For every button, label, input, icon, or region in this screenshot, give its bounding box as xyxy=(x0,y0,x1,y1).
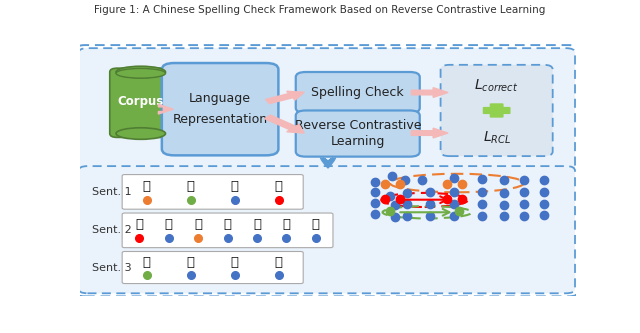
Text: 欢: 欢 xyxy=(187,179,195,192)
Text: 希: 希 xyxy=(194,218,202,231)
FancyBboxPatch shape xyxy=(79,166,575,293)
Text: 情: 情 xyxy=(230,256,239,269)
Text: Learning: Learning xyxy=(331,135,385,148)
FancyBboxPatch shape xyxy=(122,251,303,284)
Text: Sent. 1: Sent. 1 xyxy=(92,187,132,197)
Text: Sent. 3: Sent. 3 xyxy=(92,262,132,272)
Text: 察: 察 xyxy=(187,256,195,269)
Ellipse shape xyxy=(116,66,166,78)
FancyArrow shape xyxy=(412,88,448,97)
Text: 这: 这 xyxy=(282,218,291,231)
Text: $L_{correct}$: $L_{correct}$ xyxy=(474,78,519,94)
Text: 样: 样 xyxy=(312,218,320,231)
Text: 舞: 舞 xyxy=(275,179,283,192)
Text: Sent. 2: Sent. 2 xyxy=(92,225,132,235)
Text: Language: Language xyxy=(189,93,251,106)
Text: 跳: 跳 xyxy=(230,179,239,192)
Text: 是: 是 xyxy=(253,218,261,231)
FancyBboxPatch shape xyxy=(162,63,278,155)
FancyArrow shape xyxy=(264,115,304,133)
Ellipse shape xyxy=(116,68,166,78)
FancyBboxPatch shape xyxy=(122,174,303,209)
FancyArrow shape xyxy=(158,104,173,114)
FancyBboxPatch shape xyxy=(79,48,575,171)
Text: Reverse Contrastive: Reverse Contrastive xyxy=(294,119,421,132)
Text: Corpus: Corpus xyxy=(118,95,164,108)
Text: Representation: Representation xyxy=(173,113,268,126)
Text: 望: 望 xyxy=(223,218,232,231)
FancyArrow shape xyxy=(266,91,304,104)
Text: Spelling Check: Spelling Check xyxy=(312,86,404,99)
Text: 比: 比 xyxy=(164,218,173,231)
Text: 况: 况 xyxy=(275,256,283,269)
Text: 观: 观 xyxy=(143,256,150,269)
FancyBboxPatch shape xyxy=(483,107,511,114)
Text: 无: 无 xyxy=(135,218,143,231)
FancyBboxPatch shape xyxy=(440,65,553,156)
Text: $L_{RCL}$: $L_{RCL}$ xyxy=(483,129,511,146)
FancyArrow shape xyxy=(412,128,448,138)
FancyBboxPatch shape xyxy=(490,103,504,118)
FancyBboxPatch shape xyxy=(296,72,420,113)
FancyBboxPatch shape xyxy=(296,111,420,157)
Text: Figure 1: A Chinese Spelling Check Framework Based on Reverse Contrastive Learni: Figure 1: A Chinese Spelling Check Frame… xyxy=(94,5,546,15)
Text: 喜: 喜 xyxy=(143,179,150,192)
FancyBboxPatch shape xyxy=(110,68,172,138)
Ellipse shape xyxy=(116,128,166,139)
FancyBboxPatch shape xyxy=(122,213,333,248)
